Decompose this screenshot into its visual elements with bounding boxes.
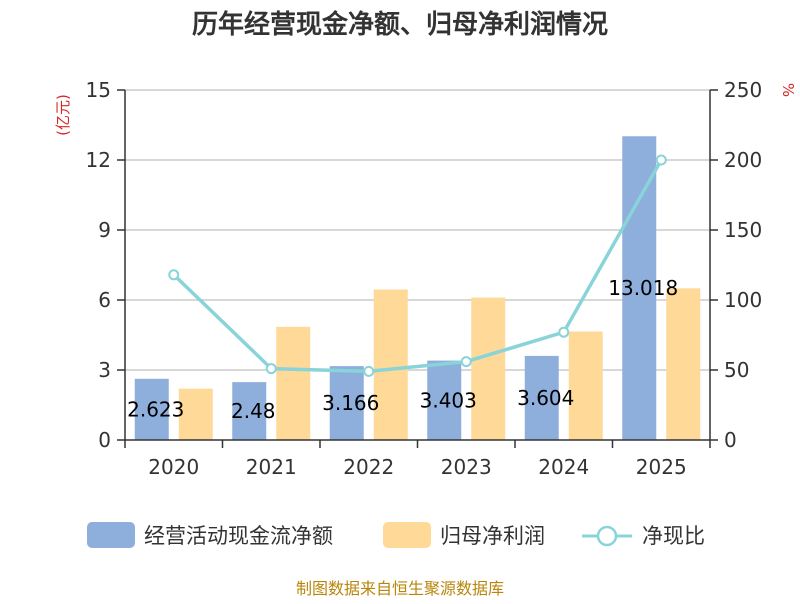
bar-operating-cash [524, 355, 559, 440]
legend-label-net-profit: 归母净利润 [440, 524, 545, 548]
data-label-operating-cash: 2.48 [231, 399, 276, 423]
data-label-operating-cash: 3.604 [517, 386, 574, 410]
data-label-operating-cash: 3.166 [322, 391, 379, 415]
bar-operating-cash [329, 366, 364, 440]
legend-swatch-net-profit [383, 522, 431, 548]
data-label-operating-cash: 13.018 [608, 276, 678, 300]
legend-swatch-operating-cash [87, 522, 135, 548]
right-axis-tick-label: 200 [724, 148, 762, 172]
bar-operating-cash [232, 382, 267, 440]
data-labels: 2.623 2.48 3.166 3.403 3.604 13.018 [127, 276, 678, 423]
bar-operating-cash [622, 136, 657, 440]
left-axis-tick-label: 12 [86, 148, 111, 172]
x-axis-tick-label: 2023 [441, 455, 492, 479]
data-label-operating-cash: 3.403 [420, 388, 477, 412]
source-note: 制图数据来自恒生聚源数据库 [296, 579, 504, 598]
right-axis-tick-label: 0 [724, 428, 737, 452]
point-net-cash-ratio [265, 363, 277, 375]
data-label-operating-cash: 2.623 [127, 397, 184, 421]
chart-title: 历年经营现金净额、归母净利润情况 [192, 9, 608, 40]
x-axis-tick-label: 2024 [538, 455, 589, 479]
point-net-cash-ratio [460, 356, 472, 368]
line-net-cash-ratio [172, 159, 663, 374]
point-net-cash-ratio [655, 154, 667, 166]
left-axis-tick-label: 15 [86, 78, 111, 102]
right-axis-unit: % [779, 83, 797, 97]
right-axis-tick-label: 150 [724, 218, 762, 242]
legend-marker-ratio [596, 525, 618, 547]
x-axis-tick-label: 2021 [246, 455, 297, 479]
right-axis-tick-label: 250 [724, 78, 762, 102]
x-axis-tick-label: 2020 [148, 455, 199, 479]
bar-net-profit [373, 289, 408, 440]
bar-net-profit [666, 288, 701, 440]
left-axis-unit: (亿元) [54, 94, 72, 136]
x-axis-tick-label: 2025 [636, 455, 687, 479]
legend: 经营活动现金流净额 归母净利润 净现比 [87, 522, 705, 548]
legend-label-operating-cash: 经营活动现金流净额 [144, 524, 333, 548]
line-marks [168, 154, 667, 377]
bar-operating-cash [134, 378, 169, 440]
point-net-cash-ratio [168, 269, 180, 281]
right-axis-tick-label: 50 [724, 358, 749, 382]
left-axis-tick-label: 0 [98, 428, 111, 452]
grid-lines [125, 89, 710, 371]
bar-net-profit [178, 388, 213, 440]
right-axis-tick-label: 100 [724, 288, 762, 312]
bar-net-profit [471, 297, 506, 440]
bar-marks [134, 136, 701, 440]
left-axis-tick-label: 6 [98, 288, 111, 312]
bar-operating-cash [427, 360, 462, 440]
bar-net-profit [276, 326, 311, 440]
bar-net-profit [568, 331, 603, 440]
point-net-cash-ratio [558, 326, 570, 338]
point-net-cash-ratio [363, 365, 375, 377]
left-axis-tick-label: 9 [98, 218, 111, 242]
x-axis-tick-label: 2022 [343, 455, 394, 479]
left-axis-tick-label: 3 [98, 358, 111, 382]
legend-label-ratio: 净现比 [642, 524, 705, 548]
